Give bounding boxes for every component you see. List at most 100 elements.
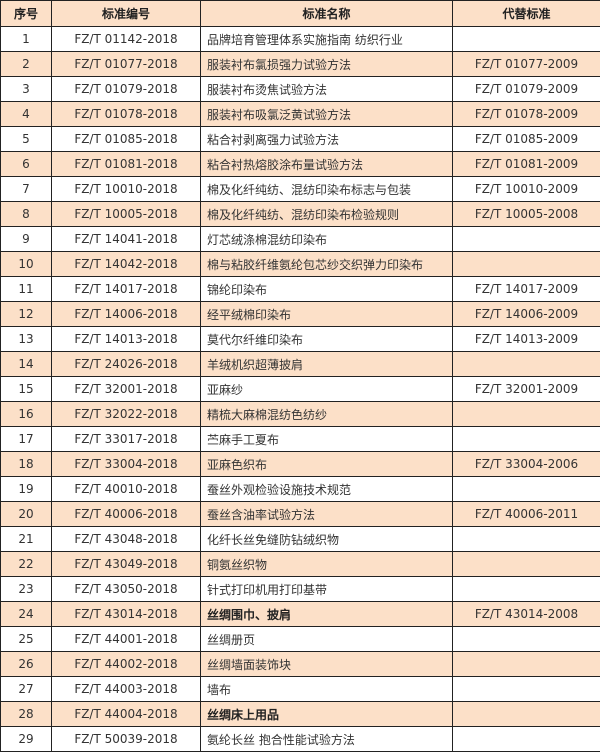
standard-code: FZ/T 44003-2018 <box>51 676 201 702</box>
standard-code: FZ/T 10010-2018 <box>51 176 201 202</box>
replaced-standard: FZ/T 10010-2009 <box>452 176 600 202</box>
standard-code: FZ/T 44004-2018 <box>51 701 201 727</box>
table-row: 29 FZ/T 50039-2018 氨纶长丝 抱合性能试验方法 <box>0 726 600 752</box>
table-row: 15 FZ/T 32001-2018 亚麻纱 FZ/T 32001-2009 <box>0 376 600 402</box>
header-replaces: 代替标准 <box>452 0 600 27</box>
standard-name: 莫代尔纤维印染布 <box>200 326 453 352</box>
table-row: 24 FZ/T 43014-2018 丝绸围巾、披肩 FZ/T 43014-2008 <box>0 601 600 627</box>
row-number: 25 <box>0 626 52 652</box>
header-code: 标准编号 <box>51 0 201 27</box>
standard-name: 丝绸围巾、披肩 <box>200 601 453 627</box>
table-row: 2 FZ/T 01077-2018 服装衬布氯损强力试验方法 FZ/T 01077-2… <box>0 51 600 77</box>
table-row: 8 FZ/T 10005-2018 棉及化纤纯纺、混纺印染布检验规则 FZ/T 100… <box>0 201 600 227</box>
row-number: 13 <box>0 326 52 352</box>
row-number: 11 <box>0 276 52 302</box>
replaced-standard: FZ/T 32001-2009 <box>452 376 600 402</box>
standard-code: FZ/T 01142-2018 <box>51 26 201 52</box>
replaced-standard: FZ/T 33004-2006 <box>452 451 600 477</box>
row-number: 14 <box>0 351 52 377</box>
row-number: 4 <box>0 101 52 127</box>
row-number: 2 <box>0 51 52 77</box>
table-row: 21 FZ/T 43048-2018 化纤长丝免缝防钻绒织物 <box>0 526 600 552</box>
standard-code: FZ/T 40010-2018 <box>51 476 201 502</box>
standard-name: 棉及化纤纯纺、混纺印染布检验规则 <box>200 201 453 227</box>
replaced-standard: FZ/T 14006-2009 <box>452 301 600 327</box>
table-row: 7 FZ/T 10010-2018 棉及化纤纯纺、混纺印染布标志与包装 FZ/T 10… <box>0 176 600 202</box>
standard-name: 化纤长丝免缝防钻绒织物 <box>200 526 453 552</box>
table-row: 23 FZ/T 43050-2018 针式打印机用打印基带 <box>0 576 600 602</box>
standard-name: 苎麻手工夏布 <box>200 426 453 452</box>
table-row: 4 FZ/T 01078-2018 服装衬布吸氯泛黄试验方法 FZ/T 01078-2… <box>0 101 600 127</box>
row-number: 24 <box>0 601 52 627</box>
row-number: 19 <box>0 476 52 502</box>
table-row: 10 FZ/T 14042-2018 棉与粘胶纤维氨纶包芯纱交织弹力印染布 <box>0 251 600 277</box>
standard-code: FZ/T 44002-2018 <box>51 651 201 677</box>
standard-code: FZ/T 14006-2018 <box>51 301 201 327</box>
row-number: 28 <box>0 701 52 727</box>
replaced-standard: FZ/T 14013-2009 <box>452 326 600 352</box>
standard-code: FZ/T 43050-2018 <box>51 576 201 602</box>
replaced-standard <box>452 401 600 427</box>
table-row: 16 FZ/T 32022-2018 精梳大麻棉混纺色纺纱 <box>0 401 600 427</box>
table-row: 6 FZ/T 01081-2018 粘合衬热熔胶涂布量试验方法 FZ/T 01081-… <box>0 151 600 177</box>
standard-name: 锦纶印染布 <box>200 276 453 302</box>
row-number: 26 <box>0 651 52 677</box>
standard-code: FZ/T 01077-2018 <box>51 51 201 77</box>
row-number: 27 <box>0 676 52 702</box>
standard-name: 品牌培育管理体系实施指南 纺织行业 <box>200 26 453 52</box>
standard-code: FZ/T 01079-2018 <box>51 76 201 102</box>
standard-name: 铜氨丝织物 <box>200 551 453 577</box>
replaced-standard <box>452 676 600 702</box>
replaced-standard <box>452 526 600 552</box>
table-row: 13 FZ/T 14013-2018 莫代尔纤维印染布 FZ/T 14013-2009 <box>0 326 600 352</box>
table-row: 26 FZ/T 44002-2018 丝绸墙面装饰块 <box>0 651 600 677</box>
standard-name: 精梳大麻棉混纺色纺纱 <box>200 401 453 427</box>
table-row: 20 FZ/T 40006-2018 蚕丝含油率试验方法 FZ/T 40006-201… <box>0 501 600 527</box>
table-row: 12 FZ/T 14006-2018 经平绒棉印染布 FZ/T 14006-2009 <box>0 301 600 327</box>
standard-name: 棉与粘胶纤维氨纶包芯纱交织弹力印染布 <box>200 251 453 277</box>
replaced-standard: FZ/T 01077-2009 <box>452 51 600 77</box>
replaced-standard: FZ/T 01085-2009 <box>452 126 600 152</box>
standard-name: 服装衬布吸氯泛黄试验方法 <box>200 101 453 127</box>
standard-code: FZ/T 33017-2018 <box>51 426 201 452</box>
standard-name: 粘合衬剥离强力试验方法 <box>200 126 453 152</box>
table-row: 17 FZ/T 33017-2018 苎麻手工夏布 <box>0 426 600 452</box>
standard-code: FZ/T 50039-2018 <box>51 726 201 752</box>
table-row: 25 FZ/T 44001-2018 丝绸册页 <box>0 626 600 652</box>
replaced-standard: FZ/T 01078-2009 <box>452 101 600 127</box>
row-number: 12 <box>0 301 52 327</box>
table-row: 11 FZ/T 14017-2018 锦纶印染布 FZ/T 14017-2009 <box>0 276 600 302</box>
row-number: 3 <box>0 76 52 102</box>
standard-name: 蚕丝外观检验设施技术规范 <box>200 476 453 502</box>
row-number: 5 <box>0 126 52 152</box>
row-number: 17 <box>0 426 52 452</box>
standard-code: FZ/T 14013-2018 <box>51 326 201 352</box>
row-number: 15 <box>0 376 52 402</box>
header-no: 序号 <box>0 0 52 27</box>
standard-code: FZ/T 14041-2018 <box>51 226 201 252</box>
standard-code: FZ/T 33004-2018 <box>51 451 201 477</box>
replaced-standard: FZ/T 14017-2009 <box>452 276 600 302</box>
row-number: 18 <box>0 451 52 477</box>
standard-name: 棉及化纤纯纺、混纺印染布标志与包装 <box>200 176 453 202</box>
standard-name: 针式打印机用打印基带 <box>200 576 453 602</box>
replaced-standard <box>452 251 600 277</box>
row-number: 29 <box>0 726 52 752</box>
row-number: 6 <box>0 151 52 177</box>
standard-code: FZ/T 14017-2018 <box>51 276 201 302</box>
standard-code: FZ/T 10005-2018 <box>51 201 201 227</box>
standard-name: 服装衬布氯损强力试验方法 <box>200 51 453 77</box>
standard-name: 丝绸墙面装饰块 <box>200 651 453 677</box>
row-number: 22 <box>0 551 52 577</box>
row-number: 8 <box>0 201 52 227</box>
standard-code: FZ/T 01078-2018 <box>51 101 201 127</box>
standard-code: FZ/T 43048-2018 <box>51 526 201 552</box>
table-row: 19 FZ/T 40010-2018 蚕丝外观检验设施技术规范 <box>0 476 600 502</box>
replaced-standard <box>452 226 600 252</box>
table-row: 3 FZ/T 01079-2018 服装衬布烫焦试验方法 FZ/T 01079-200… <box>0 76 600 102</box>
standard-code: FZ/T 01085-2018 <box>51 126 201 152</box>
standard-code: FZ/T 24026-2018 <box>51 351 201 377</box>
standard-name: 氨纶长丝 抱合性能试验方法 <box>200 726 453 752</box>
replaced-standard <box>452 726 600 752</box>
